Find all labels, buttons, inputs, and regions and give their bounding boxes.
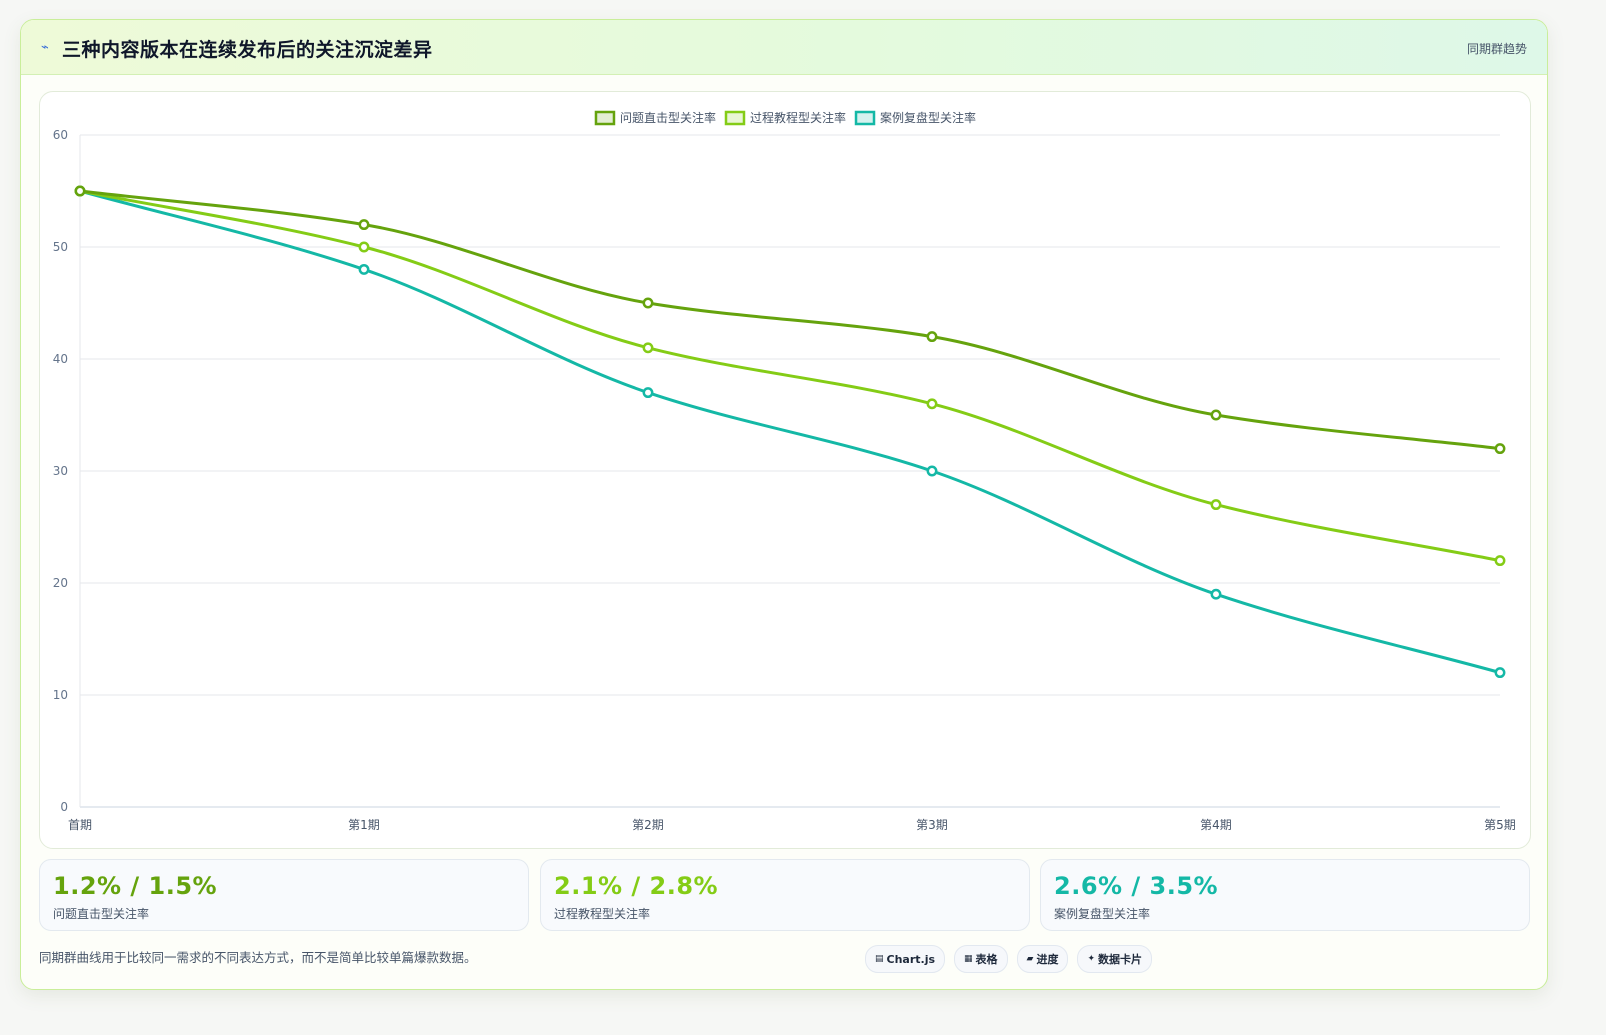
- data-point: [926, 331, 938, 343]
- stat-label: 过程教程型关注率: [554, 907, 651, 921]
- data-point: [1210, 588, 1222, 600]
- x-tick-label: 第2期: [632, 818, 664, 832]
- stat-value: 2.1% / 2.8%: [554, 872, 719, 900]
- card-header: ⌁ 三种内容版本在连续发布后的关注沉淀差异 同期群趋势: [21, 20, 1547, 75]
- x-tick-label: 第4期: [1200, 818, 1232, 832]
- y-tick-label: 30: [53, 464, 68, 478]
- data-point: [1494, 667, 1506, 679]
- chip-table[interactable]: ▦ 表格: [954, 945, 1008, 973]
- data-point: [1494, 443, 1506, 455]
- x-tick-label: 第1期: [348, 818, 380, 832]
- chip-progress[interactable]: ▰ 进度: [1016, 945, 1069, 973]
- progress-icon: ▰: [1026, 954, 1034, 964]
- stat-label: 问题直击型关注率: [53, 907, 150, 921]
- stat-label: 案例复盘型关注率: [1054, 907, 1151, 921]
- legend-label: 过程教程型关注率: [750, 110, 846, 125]
- stat-card-tutorial: 2.1% / 2.8% 过程教程型关注率: [540, 859, 1030, 931]
- data-point: [358, 263, 370, 275]
- y-tick-label: 40: [53, 352, 68, 366]
- y-tick-label: 50: [53, 240, 68, 254]
- legend-swatch: [594, 110, 616, 126]
- x-tick-label: 首期: [68, 818, 92, 832]
- sparkle-icon: ✦: [1087, 954, 1096, 964]
- legend-swatch: [724, 110, 746, 126]
- card-title: 三种内容版本在连续发布后的关注沉淀差异: [62, 39, 433, 61]
- stat-card-case: 2.6% / 3.5% 案例复盘型关注率: [1040, 859, 1530, 931]
- chip-label: 进度: [1036, 953, 1059, 966]
- legend-label: 案例复盘型关注率: [880, 110, 976, 125]
- legend-swatch: [854, 110, 876, 126]
- data-point: [74, 185, 86, 197]
- footnote: 同期群曲线用于比较同一需求的不同表达方式，而不是简单比较单篇爆款数据。: [39, 950, 477, 965]
- y-tick-label: 20: [53, 576, 68, 590]
- data-point: [358, 219, 370, 231]
- line-chart: 0 10 20 30 40 50 60 首期 第1期 第2期 第3期 第4期 第5期 问题直击型关注率 过程…: [53, 110, 1516, 832]
- chip-data-card[interactable]: ✦ 数据卡片: [1077, 945, 1153, 973]
- chart-card: ⌁ 三种内容版本在连续发布后的关注沉淀差异 同期群趋势 0 10 20 30 40 50 6…: [20, 19, 1548, 990]
- y-tick-label: 10: [53, 688, 68, 702]
- data-point: [926, 465, 938, 477]
- chart-icon: ▤: [875, 954, 884, 964]
- y-tick-label: 60: [53, 128, 68, 142]
- data-point: [926, 398, 938, 410]
- data-point: [1210, 499, 1222, 511]
- y-tick-label: 0: [60, 800, 68, 814]
- table-icon: ▦: [964, 954, 973, 964]
- chip-label: 数据卡片: [1098, 953, 1143, 966]
- x-tick-label: 第3期: [916, 818, 948, 832]
- stat-value: 2.6% / 3.5%: [1054, 872, 1219, 900]
- series-line: [78, 189, 1502, 675]
- chart-panel: 0 10 20 30 40 50 60 首期 第1期 第2期 第3期 第4期 第5期 问题直击型关注率 过程…: [39, 91, 1531, 849]
- data-point: [642, 387, 654, 399]
- trend-icon: ⌁: [41, 40, 49, 55]
- data-point: [642, 342, 654, 354]
- chip-chartjs[interactable]: ▤ Chart.js: [865, 945, 946, 973]
- chart-type-tag: 同期群趋势: [1466, 42, 1527, 56]
- data-point: [642, 297, 654, 309]
- x-tick-label: 第5期: [1484, 818, 1516, 832]
- stat-value: 1.2% / 1.5%: [53, 872, 218, 900]
- legend-label: 问题直击型关注率: [620, 110, 716, 125]
- series-line: [78, 189, 1502, 563]
- stat-card-problem: 1.2% / 1.5% 问题直击型关注率: [39, 859, 529, 931]
- series-line: [78, 189, 1502, 451]
- tech-chips: ▤ Chart.js ▦ 表格 ▰ 进度 ✦ 数据卡片: [865, 945, 1161, 973]
- data-point: [1210, 409, 1222, 421]
- data-point: [358, 241, 370, 253]
- chip-label: 表格: [975, 953, 998, 966]
- data-point: [1494, 555, 1506, 567]
- chip-label: Chart.js: [886, 952, 936, 966]
